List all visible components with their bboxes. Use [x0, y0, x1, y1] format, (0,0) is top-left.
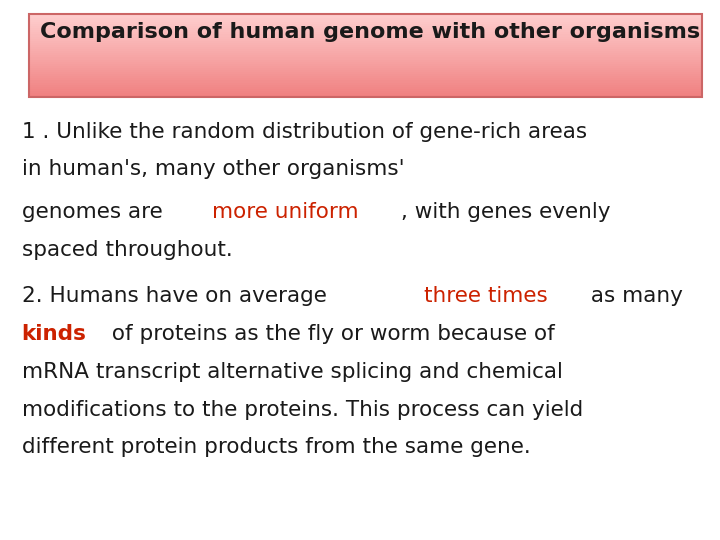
- Bar: [29, 82, 702, 85]
- Text: spaced throughout.: spaced throughout.: [22, 240, 233, 260]
- Text: 1 . Unlike the random distribution of gene-rich areas: 1 . Unlike the random distribution of ge…: [22, 122, 587, 141]
- Bar: [29, 30, 702, 32]
- Bar: [29, 15, 702, 18]
- Text: in human's, many other organisms': in human's, many other organisms': [22, 159, 404, 179]
- Bar: [29, 22, 702, 24]
- Bar: [29, 59, 702, 62]
- Bar: [29, 80, 702, 83]
- Bar: [29, 17, 702, 20]
- Text: mRNA transcript alternative splicing and chemical: mRNA transcript alternative splicing and…: [22, 362, 562, 382]
- Bar: [29, 38, 702, 40]
- Bar: [29, 55, 702, 57]
- Bar: [29, 92, 702, 95]
- Bar: [29, 57, 702, 59]
- Bar: [29, 88, 702, 91]
- Bar: [29, 13, 702, 16]
- Bar: [29, 65, 702, 68]
- Bar: [29, 86, 702, 89]
- Text: genomes are: genomes are: [22, 202, 169, 222]
- Bar: [29, 40, 702, 43]
- Text: more uniform: more uniform: [212, 202, 359, 222]
- Bar: [29, 76, 702, 78]
- Bar: [29, 53, 702, 56]
- Text: kinds: kinds: [22, 324, 86, 344]
- Bar: [29, 94, 702, 97]
- Bar: [29, 32, 702, 35]
- Bar: [29, 44, 702, 47]
- Text: , with genes evenly: , with genes evenly: [401, 202, 611, 222]
- Text: three times: three times: [424, 286, 548, 306]
- Bar: [29, 49, 702, 51]
- Text: modifications to the proteins. This process can yield: modifications to the proteins. This proc…: [22, 400, 583, 420]
- Bar: [29, 70, 702, 72]
- Bar: [29, 42, 702, 45]
- Bar: [29, 46, 702, 49]
- Text: different protein products from the same gene.: different protein products from the same…: [22, 437, 531, 457]
- Bar: [29, 19, 702, 22]
- Bar: [29, 25, 702, 28]
- Bar: [29, 84, 702, 87]
- Bar: [29, 34, 702, 37]
- Bar: [29, 90, 702, 93]
- Bar: [29, 61, 702, 64]
- Bar: [29, 28, 702, 30]
- Bar: [29, 73, 702, 76]
- Text: of proteins as the fly or worm because of: of proteins as the fly or worm because o…: [105, 324, 555, 344]
- Bar: [29, 23, 702, 26]
- Bar: [29, 78, 702, 80]
- Bar: [29, 36, 702, 39]
- Bar: [29, 63, 702, 66]
- Bar: [29, 51, 702, 53]
- Text: Comparison of human genome with other organisms: Comparison of human genome with other or…: [40, 22, 700, 42]
- Bar: [29, 68, 702, 70]
- Bar: [29, 14, 702, 97]
- Text: 2. Humans have on average: 2. Humans have on average: [22, 286, 333, 306]
- Text: as many: as many: [583, 286, 683, 306]
- Bar: [29, 71, 702, 74]
